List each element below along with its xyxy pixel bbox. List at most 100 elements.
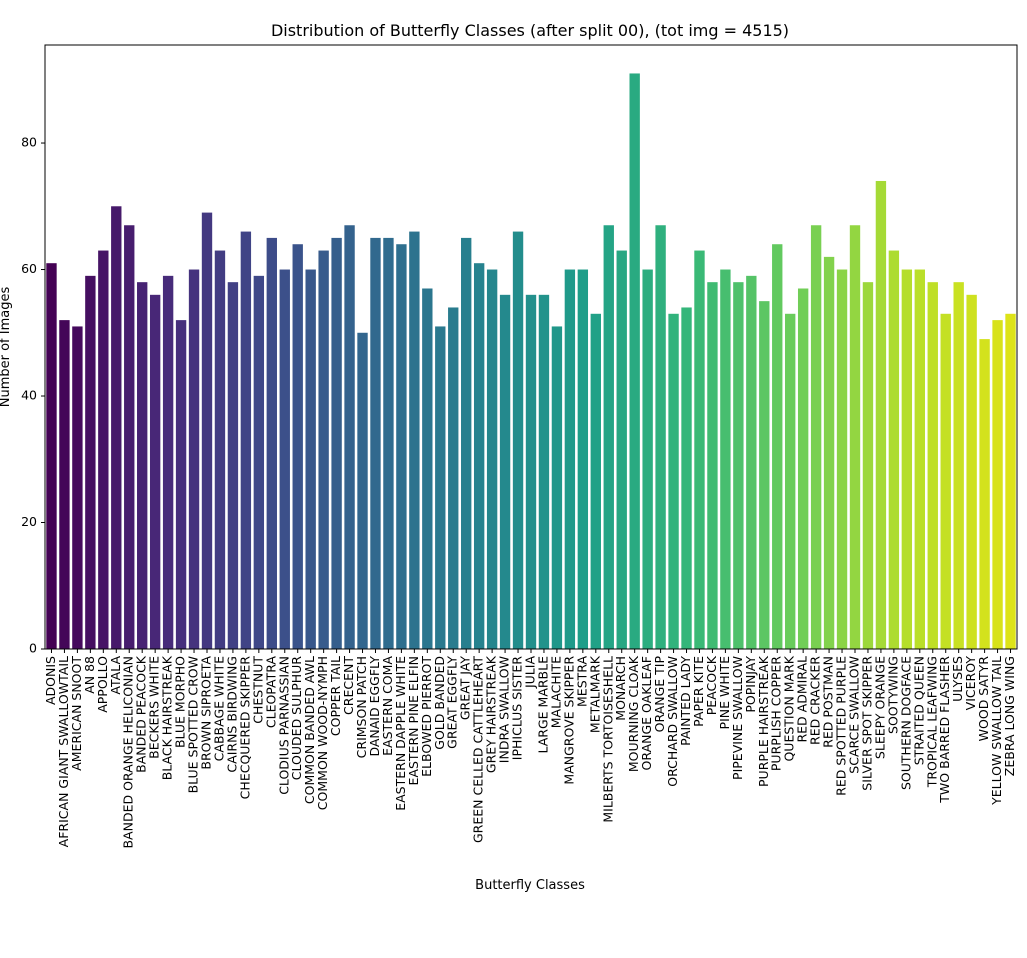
y-tick-label: 80 (21, 135, 37, 150)
x-tick-label: AFRICAN GIANT SWALLOWTAIL (56, 656, 71, 847)
bar (616, 250, 627, 649)
x-tick-label: ORCHARD SWALLOW (665, 656, 680, 787)
x-tick-label: COMMON WOOD-NYMPH (315, 656, 330, 810)
bar (914, 269, 925, 649)
bar (875, 180, 887, 649)
x-tick-label: CAIRNS BIRDWING (224, 656, 239, 773)
bar (772, 244, 783, 649)
bar (512, 231, 524, 649)
bar (746, 275, 757, 649)
x-tick-label: GREEN CELLED CATTLEHEART (471, 656, 486, 843)
bar (279, 269, 290, 649)
bar (668, 313, 679, 649)
x-tick-label: CLODIUS PARNASSIAN (276, 656, 291, 795)
x-tick-label: MESTRA (574, 656, 589, 707)
bar (188, 269, 200, 649)
x-tick-label: MONARCH (613, 656, 628, 721)
x-tick-label: CLOUDED SULPHUR (289, 656, 304, 780)
x-tick-label: VICEROY (963, 656, 978, 711)
x-tick-label: APPOLLO (95, 656, 110, 713)
x-tick-label: BLACK HAIRSTREAK (160, 655, 175, 780)
x-tick-label: DANAID EGGFLY (367, 656, 382, 757)
bar (953, 282, 964, 649)
bar (979, 339, 990, 649)
bar (785, 313, 796, 649)
x-tick-label: GOLD BANDED (432, 656, 447, 750)
x-tick-label: ELBOWED PIERROT (419, 656, 434, 777)
x-tick-label: RED ADMIRAL (795, 656, 810, 743)
x-tick-label: EASTERN COMA (380, 656, 395, 756)
bar (486, 269, 498, 649)
x-tick-label: COPPER TAIL (328, 656, 343, 736)
bar (655, 225, 666, 649)
bar (759, 301, 770, 649)
bar (292, 244, 303, 649)
bar (201, 212, 213, 649)
bar (240, 231, 252, 649)
bar (927, 282, 938, 649)
x-tick-label: ORANGE OAKLEAF (639, 656, 654, 770)
bar (810, 225, 822, 649)
x-tick-label: SILVER SPOT SKIPPER (859, 656, 874, 791)
x-tick-label: SOOTYWING (885, 656, 900, 734)
x-tick-label: SLEEPY ORANGE (872, 656, 887, 759)
x-tick-label: BANDED ORANGE HELICONIAN (121, 656, 136, 849)
y-tick-label: 60 (21, 261, 37, 276)
bar (1005, 313, 1016, 649)
x-tick-label: POPINJAY (743, 656, 758, 713)
x-tick-label: BLUE SPOTTED CROW (186, 656, 201, 793)
x-tick-label: METALMARK (587, 655, 602, 733)
x-tick-label: INDRA SWALLOW (497, 656, 512, 763)
bar (966, 294, 977, 649)
bar (642, 269, 653, 649)
bars-group (46, 73, 1016, 650)
bar (473, 263, 485, 649)
bar (707, 282, 718, 649)
bar (422, 288, 433, 649)
bar (85, 275, 96, 649)
bar (175, 320, 187, 649)
bar (577, 269, 589, 649)
x-tick-label: BROWN SIPROETA (199, 656, 214, 770)
x-tick-label: PAPER KITE (691, 656, 706, 727)
x-tick-label: CHECQUERED SKIPPER (237, 656, 252, 800)
x-tick-label: EASTERN DAPPLE WHITE (393, 656, 408, 811)
y-tick-label: 20 (21, 514, 37, 529)
bar (992, 320, 1003, 649)
bar (162, 275, 174, 649)
bar (214, 250, 226, 649)
bar (603, 225, 614, 649)
x-tick-label: BECKERS WHITE (147, 656, 162, 759)
bar (551, 326, 563, 649)
x-tick-label: RED SPOTTED PURPLE (834, 656, 849, 796)
bar (344, 225, 355, 649)
bar (564, 269, 576, 649)
plot-frame (44, 44, 1018, 650)
bar (137, 282, 148, 649)
x-tick-label: CRIMSON PATCH (354, 656, 369, 758)
bar (888, 250, 900, 649)
x-tick-label: TWO BARRED FLASHER (937, 656, 952, 804)
x-tick-label: RED CRACKER (808, 656, 823, 745)
x-tick-label: MILBERTS TORTOISESHELL (600, 656, 615, 823)
x-tick-label: PAINTED LADY (678, 656, 693, 746)
y-axis-label: Number of Images (0, 287, 13, 408)
x-tick-label: TROPICAL LEAFWING (924, 656, 939, 788)
x-tick-label: PINE WHITE (717, 656, 732, 730)
y-axis: 0 20 40 60 80 (21, 135, 45, 656)
x-tick-label: ADONIS (43, 656, 58, 705)
x-tick-label: GREY HAIRSTREAK (484, 655, 499, 773)
bar (448, 307, 459, 649)
bar (733, 282, 744, 649)
x-tick-label: CABBAGE WHITE (211, 656, 226, 761)
x-tick-label: QUESTION MARK (782, 655, 797, 761)
x-tick-label: LARGE MARBLE (535, 656, 550, 754)
bar (253, 275, 265, 649)
x-tick-label: ZEBRA LONG WING (1002, 656, 1017, 776)
x-tick-label: PURPLISH COPPER (769, 656, 784, 771)
x-tick-label: MALACHITE (548, 656, 563, 728)
x-tick-label: CLEOPATRA (263, 656, 278, 729)
bar (681, 307, 692, 649)
bar (46, 263, 57, 649)
